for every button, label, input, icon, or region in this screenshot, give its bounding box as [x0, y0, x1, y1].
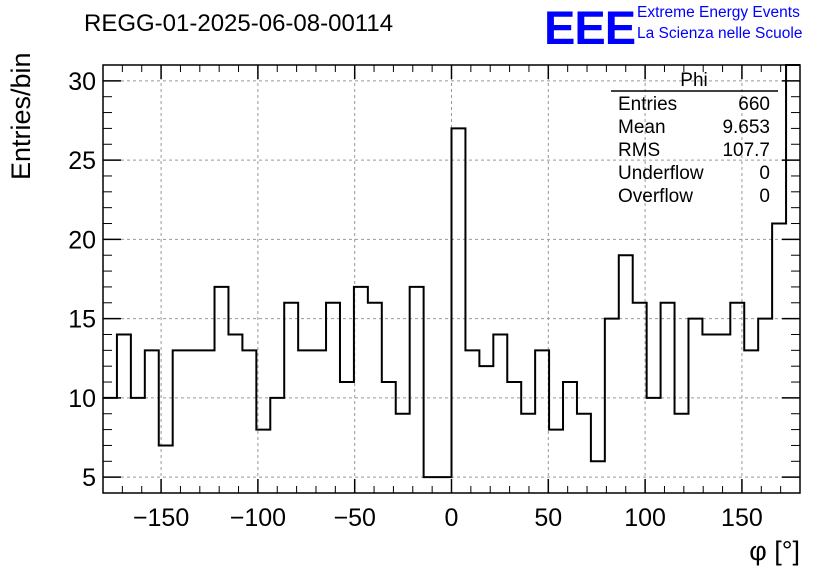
histogram-bin	[173, 350, 187, 493]
histogram-bin	[577, 414, 591, 493]
histogram-bin	[396, 414, 410, 493]
histogram-bin	[605, 319, 619, 493]
y-tick-label: 10	[68, 385, 96, 413]
histogram-bin	[424, 477, 438, 493]
stats-value: 660	[738, 94, 770, 115]
histogram-bin	[354, 287, 368, 493]
histogram-bin	[410, 287, 424, 493]
histogram-bin	[702, 334, 716, 493]
histogram-bin	[452, 128, 466, 493]
histogram-bin	[744, 350, 758, 493]
histogram-bin	[619, 255, 633, 493]
histogram-bin	[438, 477, 452, 493]
histogram-bin	[521, 414, 535, 493]
histogram-bin	[201, 350, 215, 493]
chart-title: REGG-01-2025-06-08-00114	[84, 10, 394, 37]
stats-label: Overflow	[618, 186, 693, 207]
y-tick-label: 5	[82, 464, 96, 492]
histogram-bin	[507, 382, 521, 493]
histogram-bin	[340, 382, 354, 493]
x-tick-label: 50	[534, 504, 562, 532]
stats-label: RMS	[618, 140, 660, 161]
x-tick-label: 0	[445, 504, 459, 532]
y-tick-label: 30	[68, 68, 96, 96]
logo-line-2: La Scienza nelle Scuole	[637, 25, 803, 42]
stats-label: Underflow	[618, 163, 704, 184]
histogram-bin	[382, 382, 396, 493]
axis-ticks: −150 −100 −50 0 50 100 150 5 10 15 20 25 30	[68, 64, 801, 532]
histogram-bin	[479, 366, 493, 493]
logo-line-1: Extreme Energy Events	[637, 4, 800, 21]
histogram-bin	[187, 350, 201, 493]
histogram-bin	[145, 350, 159, 493]
histogram-bin	[228, 334, 242, 493]
y-tick-label: 25	[68, 147, 96, 175]
x-tick-label: 100	[624, 504, 666, 532]
histogram-bin	[675, 414, 689, 493]
histogram-bin	[758, 319, 772, 493]
histogram-bin	[786, 65, 800, 493]
histogram-bin	[465, 350, 479, 493]
eee-logo: EEE	[544, 1, 636, 54]
histogram-bin	[535, 350, 549, 493]
x-tick-label: −150	[133, 504, 189, 532]
x-tick-label: −100	[230, 504, 286, 532]
histogram-bin	[312, 350, 326, 493]
histogram-bin	[493, 334, 507, 493]
histogram-bin	[270, 398, 284, 493]
histogram-bin	[563, 382, 577, 493]
y-axis-label: Entries/bin	[6, 52, 36, 180]
stats-value: 0	[759, 186, 770, 207]
stats-title: Phi	[680, 70, 707, 91]
histogram-bin	[647, 398, 661, 493]
histogram-bin	[131, 398, 145, 493]
histogram-bin	[772, 224, 786, 493]
stats-value: 107.7	[722, 140, 770, 161]
histogram-bin	[242, 350, 256, 493]
y-tick-label: 20	[68, 226, 96, 254]
x-axis-label: φ [°]	[749, 536, 800, 566]
histogram-bin	[688, 319, 702, 493]
stats-label: Entries	[618, 94, 677, 115]
stats-value: 9.653	[722, 117, 770, 138]
histogram-bin	[117, 334, 131, 493]
stats-label: Mean	[618, 117, 666, 138]
histogram-outline	[103, 64, 800, 479]
x-tick-label: 150	[721, 504, 763, 532]
histogram-bin	[298, 350, 312, 493]
y-tick-label: 15	[68, 306, 96, 334]
histogram-bin	[215, 287, 229, 493]
x-tick-label: −50	[333, 504, 375, 532]
stats-value: 0	[759, 163, 770, 184]
histogram-bin	[549, 430, 563, 493]
histogram-bin	[716, 334, 730, 493]
